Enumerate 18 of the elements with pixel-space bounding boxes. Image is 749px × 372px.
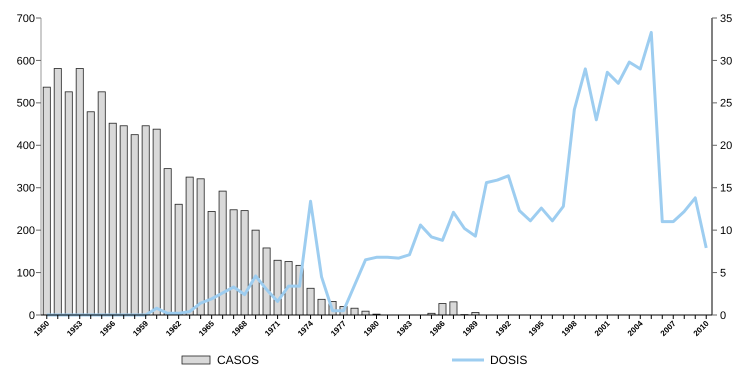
y-tick-label: 300 <box>16 182 35 195</box>
y2-tick-label: 25 <box>720 98 732 110</box>
y2-tick-label: 10 <box>720 224 732 237</box>
y-tick-label: 0 <box>28 310 35 322</box>
y2-tick-label: 5 <box>720 267 726 280</box>
y-tick-label: 600 <box>16 55 35 68</box>
legend-label: DOSIS <box>490 353 528 367</box>
legend-label: CASOS <box>217 353 260 367</box>
y2-tick-label: 30 <box>720 55 732 68</box>
y2-tick-label: 35 <box>720 12 732 25</box>
y2-tick-label: 20 <box>720 140 732 152</box>
y-tick-label: 400 <box>16 140 35 152</box>
y-tick-label: 200 <box>16 224 35 237</box>
y-tick-label: 700 <box>16 12 35 25</box>
y2-tick-label: 0 <box>720 310 726 322</box>
y-tick-label: 500 <box>16 98 35 110</box>
y2-tick-label: 15 <box>720 182 732 195</box>
y-tick-label: 100 <box>16 267 35 280</box>
